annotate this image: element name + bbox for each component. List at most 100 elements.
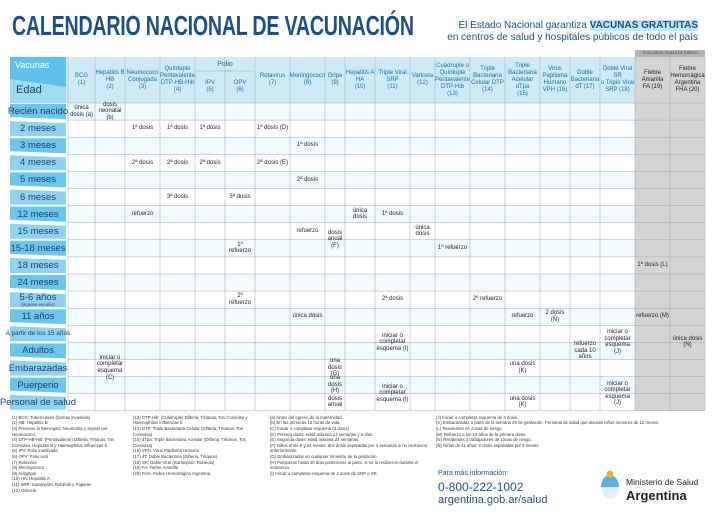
- column-header-line: Rotavirus: [259, 73, 286, 79]
- schedule-cell: dosis neonatal (b): [95, 101, 125, 121]
- column-header-line: Conjugada: [127, 76, 158, 83]
- row-band: [68, 308, 635, 326]
- row-label-text: Adultos: [22, 345, 54, 357]
- schedule-cell: 1ª dosis: [375, 206, 410, 223]
- footnote: (F) Niños entre 6 y 24 meses: dos dosis …: [270, 442, 428, 454]
- footnote: (15) dTpa: Triple Bacteriana Acelular (D…: [133, 437, 246, 448]
- schedule-cell: refuerzo: [290, 223, 325, 240]
- cell-text: 2 dosis (Ñ): [545, 310, 565, 323]
- column-header-line: Argentina: [674, 80, 701, 86]
- column-header-line: (8): [303, 80, 312, 86]
- schedule-cell: 1ª dosis: [195, 120, 225, 137]
- column-header-line: Quíntuple: [164, 66, 191, 72]
- subtitle: El Estado Nacional garantiza VACUNAS GRA…: [447, 20, 698, 44]
- footnote: (7) Rotavirus: [12, 459, 37, 465]
- column-header-line: Fiebre: [643, 69, 661, 76]
- header-band: [10, 57, 635, 103]
- row-label-tab: [10, 189, 66, 205]
- row-label: Adultos: [10, 342, 66, 359]
- column-header: Gripe (9): [325, 57, 345, 103]
- schedule-cell: única dosis: [290, 308, 325, 325]
- schedule-cell: 2 dosis (Ñ): [540, 308, 570, 325]
- cell-text: 2º refuerzo: [472, 296, 503, 303]
- row-label: Recién nacido: [7, 103, 69, 120]
- row-label-text: Puerperio: [17, 379, 59, 391]
- row-label-text: Personal de salud: [0, 396, 77, 408]
- footnote: (11) SRP: Sarampión, Rubéola y Paperas: [12, 481, 92, 487]
- polio-label: Polio: [217, 60, 233, 68]
- column-header-line: Bacteriana: [570, 76, 600, 83]
- schedule-cell: única dosis: [345, 206, 375, 223]
- footnote: (20) FHA: Fiebre Hemorrágica Argentina: [133, 470, 211, 476]
- row-label-tab: [10, 172, 66, 188]
- cell-text: dosis neonatal (b): [98, 101, 122, 121]
- cell-text: única dosis (N): [672, 335, 703, 349]
- row-band: [68, 376, 635, 394]
- row-label-tab: [10, 275, 66, 291]
- column-header-line: Bacteriana: [508, 69, 537, 76]
- corner-label: Vacunas: [15, 60, 50, 70]
- schedule-cell: 3ª dosis: [225, 189, 255, 206]
- column-header: Doble Viral SR o Triple Viral SRP (18): [600, 57, 635, 103]
- column-header-line: DTP-Hib (13): [440, 83, 464, 97]
- column-header-line: Papiloma: [542, 73, 568, 79]
- footnote-column: (13) DTP-Hib: (Cuádruple) Difteria, Téta…: [133, 415, 261, 477]
- column-header: Fiebre Amarilla FA (19): [635, 57, 670, 103]
- footnote: (J) Iniciar o completar esquema de 3 dos…: [436, 414, 519, 420]
- row-label-text: Recién nacido: [7, 106, 69, 118]
- column-header-line: Quíntuple: [439, 69, 466, 76]
- cell-text: 2ª dosis: [381, 296, 404, 303]
- subtitle-text: El Estado Nacional garantiza: [458, 20, 587, 31]
- cell-text: 2ª dosis: [199, 159, 221, 166]
- column-header-line: (7): [268, 80, 277, 86]
- schedule-cell: 2ª dosis: [160, 154, 195, 171]
- row-label: 24 meses: [10, 274, 66, 291]
- column-header-line: Bacteriana: [473, 73, 502, 79]
- column-header-line: (11): [387, 83, 398, 90]
- column-header-line: HB: [105, 76, 115, 83]
- cell-text: refuerzo: [511, 313, 534, 320]
- cell-text: 2ª dosis: [166, 159, 189, 166]
- column-header-line: o Triple Viral: [600, 80, 635, 86]
- row-label-text: 6 meses: [20, 191, 56, 203]
- column-header-line: Hemorrágica: [670, 73, 705, 79]
- schedule-cell: iniciar o completar esquema (J): [600, 325, 635, 359]
- column-header-line: Triple: [515, 62, 530, 69]
- schedule-cell: 1ª dosis: [290, 137, 325, 154]
- schedule-cell: 1ª dosis: [125, 120, 160, 137]
- column-header-line: Cuádruple o: [436, 62, 469, 69]
- column-header: Hepatitis A HA (10): [345, 57, 375, 103]
- footnote: (2) HB: Hepatitis B: [12, 420, 48, 426]
- column-header: Rotavirus (7): [255, 57, 290, 103]
- row-label-text: 12 meses: [17, 208, 59, 220]
- footnote: (C) Iniciar o completar esquema (3 dosis…: [270, 425, 350, 431]
- schedule-cell: una dosis (G): [325, 358, 345, 377]
- row-label-text: 4 meses: [20, 157, 56, 169]
- footnote: (H) Puérperas hasta 10 días posteriores …: [270, 459, 419, 471]
- cell-text: 1ª dosis: [166, 125, 189, 132]
- cell-text: 1º refuerzo: [228, 241, 251, 255]
- column-header-line: OPV: [233, 80, 247, 86]
- row-label-text: 5-6 años: [19, 291, 57, 303]
- column-header-line: Doble Viral: [602, 66, 633, 72]
- cell-text: 2ª dosis (E): [257, 159, 288, 166]
- column-header-line: (4): [173, 87, 182, 93]
- phone: 0-800-222-1002: [438, 480, 524, 494]
- column-header-line: Celular DTP: [471, 80, 504, 86]
- row-label-text: 11 años: [21, 311, 55, 323]
- column-header-line: (6): [236, 87, 244, 93]
- footnote: (4) DTP-HB-Hib: (Pentavalente) Difteria,…: [12, 437, 115, 448]
- url: argentina.gob.ar/salud: [438, 494, 548, 506]
- row-band: [68, 171, 635, 189]
- cell-text: 2ª dosis: [131, 159, 154, 166]
- footnote: (1) BCG: Tuberculosis (formas invasivas): [12, 414, 91, 420]
- cell-text: 1ª dosis: [199, 125, 221, 132]
- schedule-cell: 1º refuerzo: [435, 240, 470, 257]
- cell-text: una dosis (K): [509, 361, 536, 375]
- schedule-cell: 1ª dosis (L): [635, 257, 670, 274]
- column-header-line: Fiebre: [678, 66, 696, 72]
- corner-label: Edad: [16, 84, 42, 96]
- cell-text: iniciar o completar esquema (I): [376, 332, 409, 352]
- footnote: (Ñ) Niñas de 11 años: 2 dosis separadas …: [436, 442, 540, 448]
